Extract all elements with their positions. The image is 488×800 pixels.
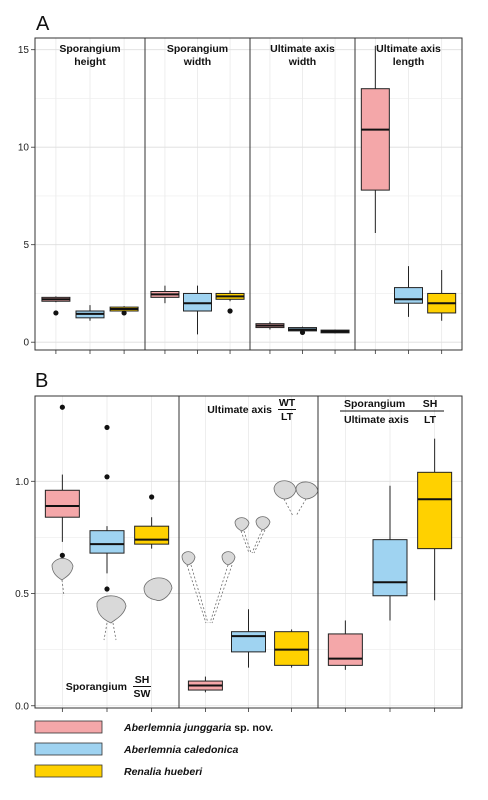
legend-label-aberlemnia-caledonica: Aberlemnia caledonica <box>123 744 239 756</box>
panel-b-facet-2-title-numerator: WT <box>279 397 296 409</box>
panel-b-facet-3-title-denominator-left: Ultimate axis <box>344 414 409 426</box>
panel-b-frame <box>34 395 463 709</box>
ultimate-axis-sketch-junggaria-icon <box>181 551 236 624</box>
panel-a-facet-4-aberlemnia-junggaria-sp-nov-box <box>360 88 390 191</box>
ultimate-axis-sketch-caledonica-icon <box>234 516 271 554</box>
sporangium-sketch-caledonica-icon <box>96 595 127 641</box>
panel-b-facet-2-title-denominator: LT <box>281 411 294 423</box>
sporangium-sketch-renalia-icon <box>143 577 173 601</box>
panel-b-facet-3-aberlemnia-junggaria-sp-nov-box <box>327 633 363 666</box>
panel-a-facet-3-renalia-hueberi-box-group <box>320 329 350 334</box>
ultimate-axis-sketch-renalia-icon <box>273 480 319 517</box>
panel-b-facet-1-aberlemnia-junggaria-sp-nov-outlier-2 <box>59 552 65 558</box>
panel-a-ytick-label-4: 15 <box>18 45 30 56</box>
panel-a-facet-1-aberlemnia-junggaria-sp-nov-outlier-1 <box>53 310 59 316</box>
panel-b-facet-1-renalia-hueberi-box-group <box>134 494 170 549</box>
panel-a-facet-3-aberlemnia-junggaria-sp-nov-box-group <box>255 321 285 330</box>
panel-a-facet-1-aberlemnia-caledonica-box-group <box>75 305 105 321</box>
panel-b-facet-2-renalia-hueberi-box <box>274 631 310 666</box>
panel-b-facet-1-aberlemnia-caledonica-outlier-3 <box>104 586 110 592</box>
panel-b-ytick-label-1: 0.0 <box>15 701 29 712</box>
panel-a-facet-2-renalia-hueberi-box-group <box>215 290 245 314</box>
panel-a-facet-2-aberlemnia-caledonica-box-group <box>183 285 212 335</box>
panel-b-facet-3-renalia-hueberi-box <box>417 471 453 550</box>
panel-a-facet-4-aberlemnia-caledonica-box <box>394 287 423 304</box>
panel-a-ytick-label-1: 0 <box>23 338 29 349</box>
panel-a-facet-3-title-line-1: Ultimate axis <box>270 43 335 55</box>
panel-b-facet-1-aberlemnia-junggaria-sp-nov-box-group <box>44 404 80 558</box>
panel-a-facet-3-title-line-2: width <box>288 56 316 68</box>
panel-b-y-axis: 0.0 0.5 1.0 <box>15 395 463 712</box>
panel-a-facet-2-aberlemnia-junggaria-sp-nov-box-group <box>150 285 180 304</box>
panel-b-facet-2-title-prefix: Ultimate axis <box>207 404 272 416</box>
panel-b-facet-3-renalia-hueberi-box-group <box>417 438 453 601</box>
panel-b-facet-3-title-numerator-right: SH <box>423 398 438 410</box>
panel-b-facet-titles: Sporangium SH SW Ultimate axis WT LT Sporangiu… <box>66 397 444 700</box>
panel-b-facet-2-aberlemnia-caledonica-box-group <box>231 609 266 668</box>
panel-b-facet-1-renalia-hueberi-outlier-1 <box>149 494 155 500</box>
panel-label-a: A <box>36 13 50 35</box>
panel-b-facet-2-aberlemnia-junggaria-sp-nov-box-group <box>187 676 223 693</box>
panel-b-facet-3-title-denominator-right: LT <box>424 414 437 426</box>
panel-a-frame <box>34 37 463 351</box>
panel-label-b: B <box>35 370 48 392</box>
panel-b-facet-1-aberlemnia-caledonica-outlier-1 <box>104 424 110 431</box>
panel-b-facet-2-renalia-hueberi-box-group <box>274 629 310 668</box>
panel-b-facet-1-title-prefix: Sporangium <box>66 681 127 693</box>
panel-b-facet-1-aberlemnia-caledonica-box-group <box>89 424 125 592</box>
panel-a-facet-4-aberlemnia-junggaria-sp-nov-box-group <box>360 45 390 233</box>
panel-a-y-axis: 0 5 10 15 <box>18 37 463 354</box>
panel-a-facet-4-title-line-1: Ultimate axis <box>376 43 441 55</box>
panel-b-ytick-label-3: 1.0 <box>15 477 29 488</box>
panel-a-facet-2-title-line-2: width <box>183 56 211 68</box>
sporangium-sketch-junggaria-icon <box>51 557 74 597</box>
panel-b-facet-1-aberlemnia-caledonica-box <box>89 530 125 554</box>
panel-b-facet-3-aberlemnia-caledonica-box <box>372 539 408 597</box>
panel-b-facet-1-aberlemnia-caledonica-outlier-2 <box>104 474 110 480</box>
legend-swatch-aberlemnia-junggaria-sp-nov <box>34 720 103 734</box>
panel-b-facet-1-aberlemnia-junggaria-sp-nov-outlier-1 <box>59 404 65 410</box>
legend-swatch-aberlemnia-caledonica <box>34 742 103 756</box>
panel-b-facet-1-title-denominator: SW <box>134 688 151 700</box>
legend-label-renalia-hueberi: Renalia hueberi <box>124 766 203 778</box>
panel-b-facet-1-renalia-hueberi-box <box>134 525 170 545</box>
panel-b-facet-3-title-numerator-left: Sporangium <box>344 398 405 410</box>
panel-a-facet-1-title-line-1: Sporangium <box>59 43 120 55</box>
sporangium-sketches <box>51 480 319 641</box>
panel-b-ytick-label-2: 0.5 <box>15 589 29 600</box>
panel-a-facet-2-renalia-hueberi-outlier-1 <box>227 308 233 314</box>
panel-a-facet-1-renalia-hueberi-box-group <box>109 306 139 316</box>
panel-a-ytick-label-3: 10 <box>18 143 30 154</box>
panel-a-facet-1-title-line-2: height <box>74 56 106 68</box>
panel-a-facet-4-renalia-hueberi-box-group <box>427 270 457 321</box>
panel-b-facet-1-title-numerator: SH <box>135 674 150 686</box>
panel-a-facet-4-aberlemnia-caledonica-box-group <box>394 266 423 317</box>
panel-b-facet-2-aberlemnia-caledonica-box <box>231 631 266 653</box>
panel-b-facet-3-aberlemnia-caledonica-box-group <box>372 485 408 621</box>
panel-b-boxes <box>44 404 453 693</box>
panel-b-facet-3-aberlemnia-junggaria-sp-nov-box-group <box>327 620 363 670</box>
panel-a-facet-titles: SporangiumheightSporangiumwidthUltimate … <box>59 43 441 68</box>
panel-a-facet-3-aberlemnia-caledonica-outlier-1 <box>299 329 306 336</box>
legend: Aberlemnia junggaria sp. nov. Aberlemnia … <box>34 720 273 778</box>
panel-a-facet-1-renalia-hueberi-outlier-1 <box>121 310 127 316</box>
panel-a-facet-2-title-line-1: Sporangium <box>167 43 228 55</box>
panel-a-facet-1-aberlemnia-junggaria-sp-nov-box-group <box>41 296 71 316</box>
panel-a-ytick-label-2: 5 <box>23 240 29 251</box>
legend-label-aberlemnia-junggaria-sp-nov: Aberlemnia junggaria sp. nov. <box>123 722 273 734</box>
panel-b-chart: 0.0 0.5 1.0 Sporangium SH SW Ultimate axis WT L… <box>15 395 463 712</box>
legend-swatch-renalia-hueberi <box>34 764 103 778</box>
panel-a-boxes <box>41 45 457 336</box>
panel-b-facet-1-aberlemnia-junggaria-sp-nov-box <box>44 489 80 518</box>
panel-a-facet-3-aberlemnia-caledonica-box-group <box>288 326 317 336</box>
panel-a-facet-4-title-line-2: length <box>393 56 425 68</box>
